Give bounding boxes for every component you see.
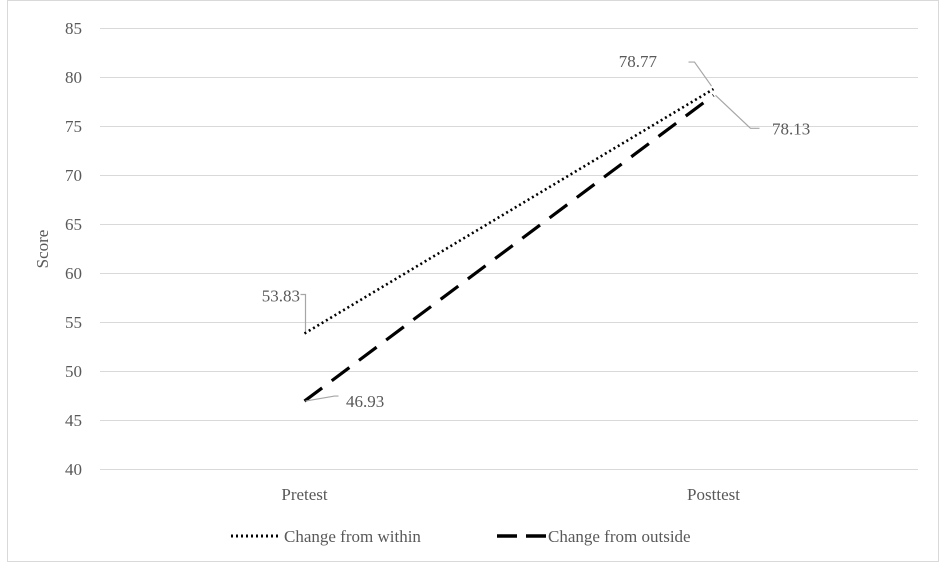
data-label-within-posttest-leader <box>688 61 712 87</box>
data-label-outside-posttest: 78.13 <box>772 119 810 138</box>
x-tick-label-pretest: Pretest <box>281 485 328 504</box>
gridlines <box>100 28 918 470</box>
x-tick-label-posttest: Posttest <box>687 485 740 504</box>
legend: Change from within Change from outside <box>231 527 691 546</box>
data-label-within-posttest: 78.77 <box>619 52 658 71</box>
y-tick-label-55: 55 <box>65 313 82 332</box>
y-tick-label-80: 80 <box>65 68 82 87</box>
y-tick-label-70: 70 <box>65 166 82 185</box>
chart-border <box>7 0 939 562</box>
data-label-outside-posttest-leader <box>715 94 760 129</box>
y-tick-label-50: 50 <box>65 362 82 381</box>
y-tick-label-65: 65 <box>65 215 82 234</box>
data-label-within-pretest-leader <box>300 293 307 332</box>
series-lines <box>303 87 715 403</box>
data-label-outside-pretest: 46.93 <box>346 392 384 411</box>
y-tick-label-85: 85 <box>65 19 82 38</box>
data-label-outside-pretest-leader <box>305 395 339 402</box>
y-tick-label-40: 40 <box>65 460 82 479</box>
y-tick-label-45: 45 <box>65 411 82 430</box>
y-axis-title: Score <box>33 230 52 269</box>
x-axis-ticks: Pretest Posttest <box>281 485 740 504</box>
y-tick-label-60: 60 <box>65 264 82 283</box>
data-label-within-pretest: 53.83 <box>262 286 300 305</box>
y-axis-ticks: 40 45 50 55 60 65 70 75 80 85 <box>65 19 82 479</box>
data-labels: 53.83 78.77 46.93 78.13 <box>262 52 811 411</box>
legend-label-change-from-outside: Change from outside <box>548 527 691 546</box>
y-tick-label-75: 75 <box>65 117 82 136</box>
legend-label-change-from-within: Change from within <box>284 527 421 546</box>
series-line-change-from-outside <box>303 94 715 403</box>
